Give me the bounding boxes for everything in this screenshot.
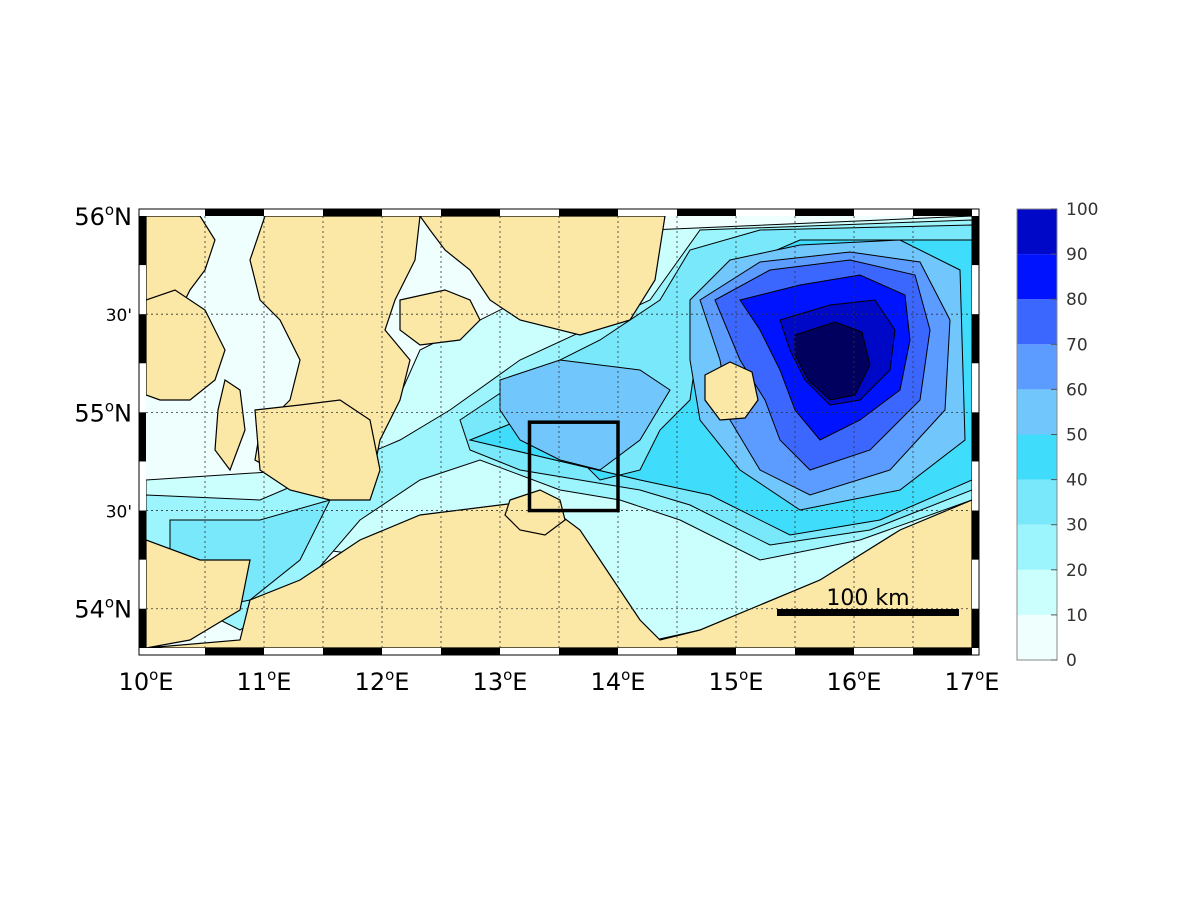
depth-band-deepest (794, 321, 871, 401)
frame-segment (441, 648, 500, 655)
colorbar-tick-label: 50 (1066, 426, 1088, 446)
colorbar-band (1017, 479, 1057, 525)
frame-segment (677, 648, 736, 655)
colorbar-tick-label: 70 (1066, 335, 1088, 355)
colorbar-band (1017, 209, 1057, 255)
frame-segment (139, 216, 146, 266)
latitude-minute-label: 30' (106, 503, 132, 523)
colorbar-tick-label: 30 (1066, 516, 1088, 536)
colorbar-band (1017, 434, 1057, 480)
frame-segment (913, 209, 972, 216)
colorbar-band (1017, 299, 1057, 345)
land-lolland (254, 399, 381, 501)
colorbar-tick-label: 60 (1066, 380, 1088, 400)
colorbar-band (1017, 344, 1057, 390)
colorbar-tick-label: 80 (1066, 290, 1088, 310)
frame-segment (139, 510, 146, 560)
frame-segment (559, 209, 618, 216)
colorbar-band (1017, 614, 1057, 660)
frame-segment (972, 216, 979, 266)
frame-segment (677, 209, 736, 216)
scale-bar-line (777, 609, 959, 616)
latitude-minute-label: 30' (106, 306, 132, 326)
longitude-label: 17oE (945, 666, 1000, 696)
longitude-label: 15oE (709, 666, 764, 696)
frame-segment (139, 412, 146, 462)
frame-segment (972, 608, 979, 648)
colorbar-tick-label: 0 (1066, 651, 1077, 671)
longitude-labels: 10oE 11oE 12oE 13oE 14oE 15oE 16oE 17oE (119, 666, 1000, 696)
longitude-label: 10oE (119, 666, 174, 696)
frame-segment (795, 648, 854, 655)
longitude-label: 14oE (591, 666, 646, 696)
colorbar-tick-label: 90 (1066, 245, 1088, 265)
colorbar-band (1017, 569, 1057, 615)
colorbar-band (1017, 389, 1057, 435)
frame-segment (972, 412, 979, 462)
latitude-labels: 56oN 30' 55oN 30' 54oN (74, 201, 132, 624)
frame-segment (913, 648, 972, 655)
scale-bar-label: 100 km (826, 586, 909, 611)
frame-segment (323, 209, 382, 216)
colorbar-tick-label: 20 (1066, 561, 1088, 581)
latitude-label: 54oN (74, 594, 132, 624)
longitude-label: 16oE (827, 666, 882, 696)
frame-segment (559, 648, 618, 655)
longitude-label: 12oE (355, 666, 410, 696)
longitude-label: 11oE (237, 666, 292, 696)
graticule-grid (146, 216, 972, 648)
latitude-label: 56oN (74, 201, 132, 231)
land-sweden-south (399, 289, 481, 346)
land-ruegen (504, 489, 566, 536)
frame-segment (323, 648, 382, 655)
latitude-label: 55oN (74, 397, 132, 427)
scale-bar: 100 km (777, 586, 959, 616)
land-langeland (214, 379, 246, 472)
frame-segment (205, 648, 264, 655)
colorbar-band (1017, 524, 1057, 570)
colorbar-tick-label: 10 (1066, 606, 1088, 626)
land-bornholm (704, 361, 759, 421)
frame-segment (795, 209, 854, 216)
colorbar-tick-label: 40 (1066, 471, 1088, 491)
frame-segment (441, 209, 500, 216)
frame-segment (972, 314, 979, 364)
land-germany (146, 499, 972, 648)
frame-segment (205, 209, 264, 216)
study-area-box (527, 420, 620, 513)
colorbar-tick-label: 100 (1066, 200, 1098, 220)
colorbar-band (1017, 254, 1057, 300)
longitude-label: 13oE (473, 666, 528, 696)
frame-segment (972, 510, 979, 560)
frame-segment (139, 608, 146, 648)
land-sweden (419, 216, 666, 336)
frame-segment (139, 314, 146, 364)
